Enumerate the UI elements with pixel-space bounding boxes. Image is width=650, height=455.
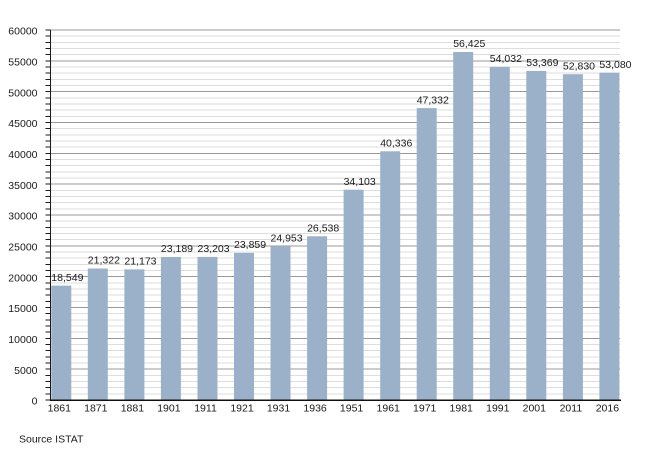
svg-text:1981: 1981 — [450, 403, 474, 415]
svg-text:2011: 2011 — [560, 403, 583, 415]
svg-text:60000: 60000 — [8, 26, 37, 38]
svg-text:21,173: 21,173 — [124, 256, 156, 268]
svg-text:1936: 1936 — [303, 403, 327, 415]
svg-text:34,103: 34,103 — [344, 176, 376, 188]
svg-text:1971: 1971 — [413, 403, 437, 415]
svg-text:1911: 1911 — [194, 403, 217, 415]
svg-text:40,336: 40,336 — [380, 138, 412, 150]
svg-text:20000: 20000 — [8, 272, 37, 284]
svg-text:1861: 1861 — [48, 403, 72, 415]
svg-text:56,425: 56,425 — [453, 38, 485, 50]
svg-text:1951: 1951 — [340, 403, 364, 415]
svg-text:1901: 1901 — [157, 403, 181, 415]
svg-text:35000: 35000 — [8, 180, 37, 192]
svg-text:53,080: 53,080 — [599, 59, 631, 71]
svg-text:52,830: 52,830 — [563, 60, 595, 72]
svg-text:0: 0 — [32, 396, 38, 408]
svg-text:15000: 15000 — [8, 303, 37, 315]
svg-text:23,859: 23,859 — [234, 239, 266, 251]
svg-text:1921: 1921 — [230, 403, 254, 415]
svg-text:1931: 1931 — [267, 403, 291, 415]
svg-text:26,538: 26,538 — [307, 223, 339, 235]
svg-text:2001: 2001 — [523, 403, 547, 415]
svg-text:1961: 1961 — [377, 403, 401, 415]
svg-text:30000: 30000 — [8, 211, 37, 223]
svg-text:25000: 25000 — [8, 241, 37, 253]
svg-text:24,953: 24,953 — [271, 232, 303, 244]
svg-text:55000: 55000 — [8, 56, 37, 68]
svg-text:40000: 40000 — [8, 149, 37, 161]
svg-text:50000: 50000 — [8, 87, 37, 99]
svg-text:53,369: 53,369 — [526, 57, 558, 69]
svg-text:Source ISTAT: Source ISTAT — [19, 434, 84, 446]
svg-text:5000: 5000 — [14, 365, 38, 377]
svg-text:47,332: 47,332 — [417, 94, 449, 106]
svg-text:10000: 10000 — [8, 334, 37, 346]
svg-text:18,549: 18,549 — [51, 272, 83, 284]
svg-text:2016: 2016 — [596, 403, 620, 415]
svg-text:45000: 45000 — [8, 118, 37, 130]
svg-text:54,032: 54,032 — [490, 53, 522, 65]
svg-text:23,203: 23,203 — [198, 243, 230, 255]
svg-text:21,322: 21,322 — [88, 255, 120, 267]
svg-text:23,189: 23,189 — [161, 243, 193, 255]
svg-text:1881: 1881 — [121, 403, 145, 415]
svg-text:1991: 1991 — [486, 403, 510, 415]
svg-text:1871: 1871 — [84, 403, 108, 415]
